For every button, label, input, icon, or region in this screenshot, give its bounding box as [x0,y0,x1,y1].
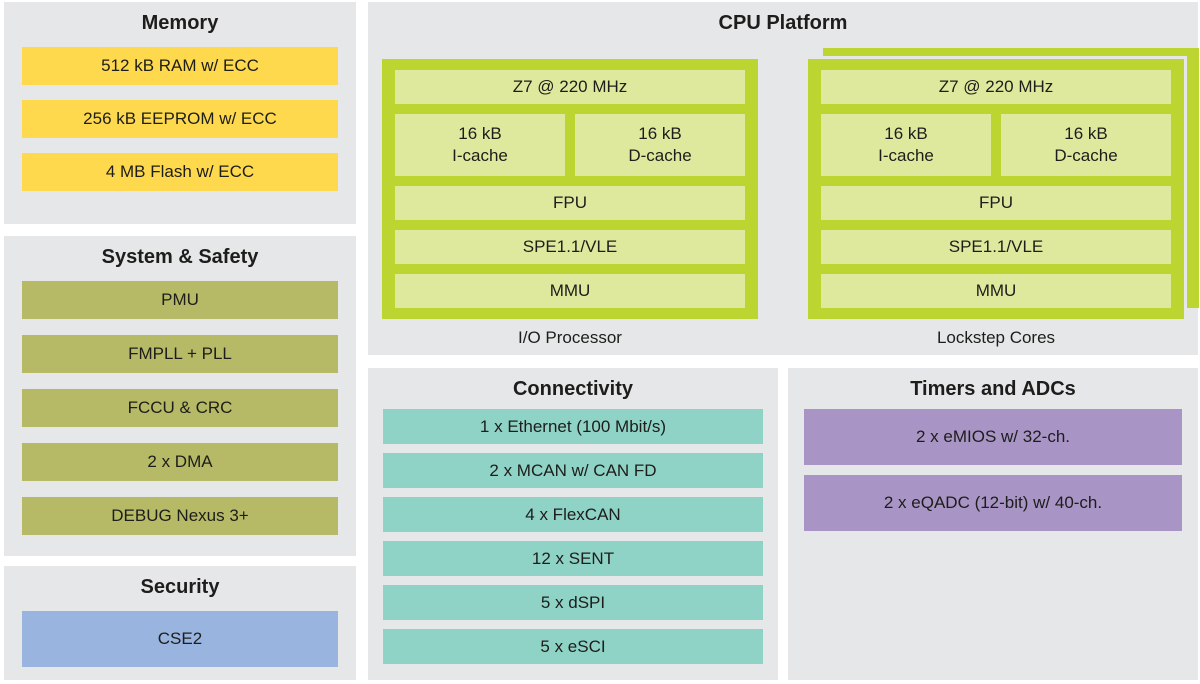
core-fpu-block: FPU [395,186,745,220]
connectivity-block-mcan: 2 x MCAN w/ CAN FD [383,453,763,488]
connectivity-block-flexcan: 4 x FlexCAN [383,497,763,532]
connectivity-section: Connectivity 1 x Ethernet (100 Mbit/s) 2… [368,368,778,680]
connectivity-blocks: 1 x Ethernet (100 Mbit/s) 2 x MCAN w/ CA… [368,409,778,664]
security-section: Security CSE2 [4,566,356,680]
memory-title: Memory [141,12,219,34]
memory-block-eeprom: 256 kB EEPROM w/ ECC [22,100,338,138]
core-clock-block: Z7 @ 220 MHz [821,70,1171,104]
system-block-fmpll: FMPLL + PLL [22,335,338,373]
system-block-pmu: PMU [22,281,338,319]
security-blocks: CSE2 [4,611,356,667]
core-mmu-block: MMU [395,274,745,308]
connectivity-block-ethernet: 1 x Ethernet (100 Mbit/s) [383,409,763,444]
connectivity-block-dspi: 5 x dSPI [383,585,763,620]
core-fpu-block: FPU [821,186,1171,220]
cpu-platform-title: CPU Platform [718,12,848,34]
core-dcache-block: 16 kB D-cache [575,114,745,176]
core-icache-block: 16 kB I-cache [821,114,991,176]
connectivity-block-sent: 12 x SENT [383,541,763,576]
lockstep-core: Z7 @ 220 MHz 16 kB I-cache 16 kB D-cache… [808,59,1184,319]
system-block-debug-nexus: DEBUG Nexus 3+ [22,497,338,535]
core-cache-row: 16 kB I-cache 16 kB D-cache [821,114,1171,176]
cpu-platform-section: CPU Platform Z7 @ 220 MHz 16 kB I-cache … [368,2,1198,355]
connectivity-title: Connectivity [512,378,634,400]
dcache-label: D-cache [628,146,692,165]
core-icache-block: 16 kB I-cache [395,114,565,176]
icache-label: I-cache [452,146,508,165]
icache-label: I-cache [878,146,934,165]
io-processor-core: Z7 @ 220 MHz 16 kB I-cache 16 kB D-cache… [382,59,758,319]
cpu-cores: Z7 @ 220 MHz 16 kB I-cache 16 kB D-cache… [368,59,1198,348]
system-block-dma: 2 x DMA [22,443,338,481]
memory-blocks: 512 kB RAM w/ ECC 256 kB EEPROM w/ ECC 4… [4,47,356,191]
system-safety-section: System & Safety PMU FMPLL + PLL FCCU & C… [4,236,356,556]
connectivity-block-esci: 5 x eSCI [383,629,763,664]
io-processor-core-column: Z7 @ 220 MHz 16 kB I-cache 16 kB D-cache… [382,59,758,348]
core-cache-row: 16 kB I-cache 16 kB D-cache [395,114,745,176]
dcache-size: 16 kB [1064,124,1108,143]
timers-block-emios: 2 x eMIOS w/ 32-ch. [804,409,1182,465]
icache-size: 16 kB [884,124,928,143]
core-clock-block: Z7 @ 220 MHz [395,70,745,104]
lockstep-cores-caption: Lockstep Cores [936,328,1056,347]
core-mmu-block: MMU [821,274,1171,308]
system-safety-title: System & Safety [101,246,259,268]
security-title: Security [140,576,220,598]
io-processor-caption: I/O Processor [518,328,622,347]
core-spe-vle-block: SPE1.1/VLE [395,230,745,264]
timers-block-eqadc: 2 x eQADC (12-bit) w/ 40-ch. [804,475,1182,531]
memory-block-ram: 512 kB RAM w/ ECC [22,47,338,85]
security-block-cse2: CSE2 [22,611,338,667]
core-dcache-block: 16 kB D-cache [1001,114,1171,176]
core-spe-vle-block: SPE1.1/VLE [821,230,1171,264]
dcache-size: 16 kB [638,124,682,143]
lockstep-core-column: Z7 @ 220 MHz 16 kB I-cache 16 kB D-cache… [808,59,1184,348]
dcache-label: D-cache [1054,146,1118,165]
timers-adcs-title: Timers and ADCs [910,378,1076,400]
memory-section: Memory 512 kB RAM w/ ECC 256 kB EEPROM w… [4,2,356,224]
memory-block-flash: 4 MB Flash w/ ECC [22,153,338,191]
timers-adcs-section: Timers and ADCs 2 x eMIOS w/ 32-ch. 2 x … [788,368,1198,680]
system-safety-blocks: PMU FMPLL + PLL FCCU & CRC 2 x DMA DEBUG… [4,281,356,535]
icache-size: 16 kB [458,124,502,143]
system-block-fccu-crc: FCCU & CRC [22,389,338,427]
timers-adcs-blocks: 2 x eMIOS w/ 32-ch. 2 x eQADC (12-bit) w… [788,409,1198,531]
